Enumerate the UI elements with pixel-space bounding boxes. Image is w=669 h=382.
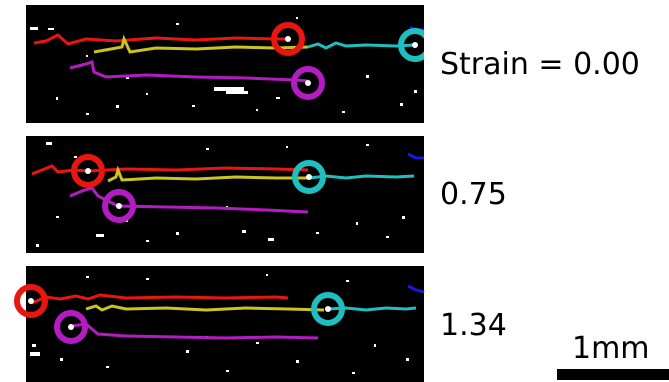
cyan-marker (398, 28, 424, 62)
strain-label-1: Strain = 0.00 (440, 47, 640, 82)
tracking-image-3 (14, 274, 425, 374)
blue-track (407, 152, 424, 160)
tracking-image-2 (31, 142, 424, 247)
yellow-track (107, 165, 308, 183)
cyan-marker (311, 292, 345, 326)
strain-label-3: 1.34 (440, 308, 507, 343)
image-panel-2 (26, 136, 424, 253)
cyan-track (307, 41, 415, 50)
tracking-image-1 (30, 17, 424, 115)
yellow-track (85, 304, 325, 312)
red-track (31, 293, 289, 305)
image-panel-3 (14, 266, 425, 382)
magenta-marker (291, 66, 325, 100)
magenta-track (69, 60, 309, 83)
red-track (33, 33, 288, 46)
debris-specks (30, 274, 409, 374)
debris-specks (30, 17, 417, 115)
magenta-marker (102, 189, 136, 223)
red-marker (14, 284, 48, 318)
magenta-marker (54, 310, 88, 344)
red-marker (71, 154, 105, 188)
magenta-track (71, 322, 319, 340)
yellow-track (93, 34, 309, 54)
scale-bar (557, 369, 669, 380)
red-marker (271, 22, 305, 56)
strain-label-2: 0.75 (440, 177, 507, 212)
blue-track (407, 284, 425, 294)
image-panel-1 (26, 5, 424, 123)
scale-bar-label: 1mm (572, 331, 650, 366)
cyan-marker (292, 160, 326, 194)
